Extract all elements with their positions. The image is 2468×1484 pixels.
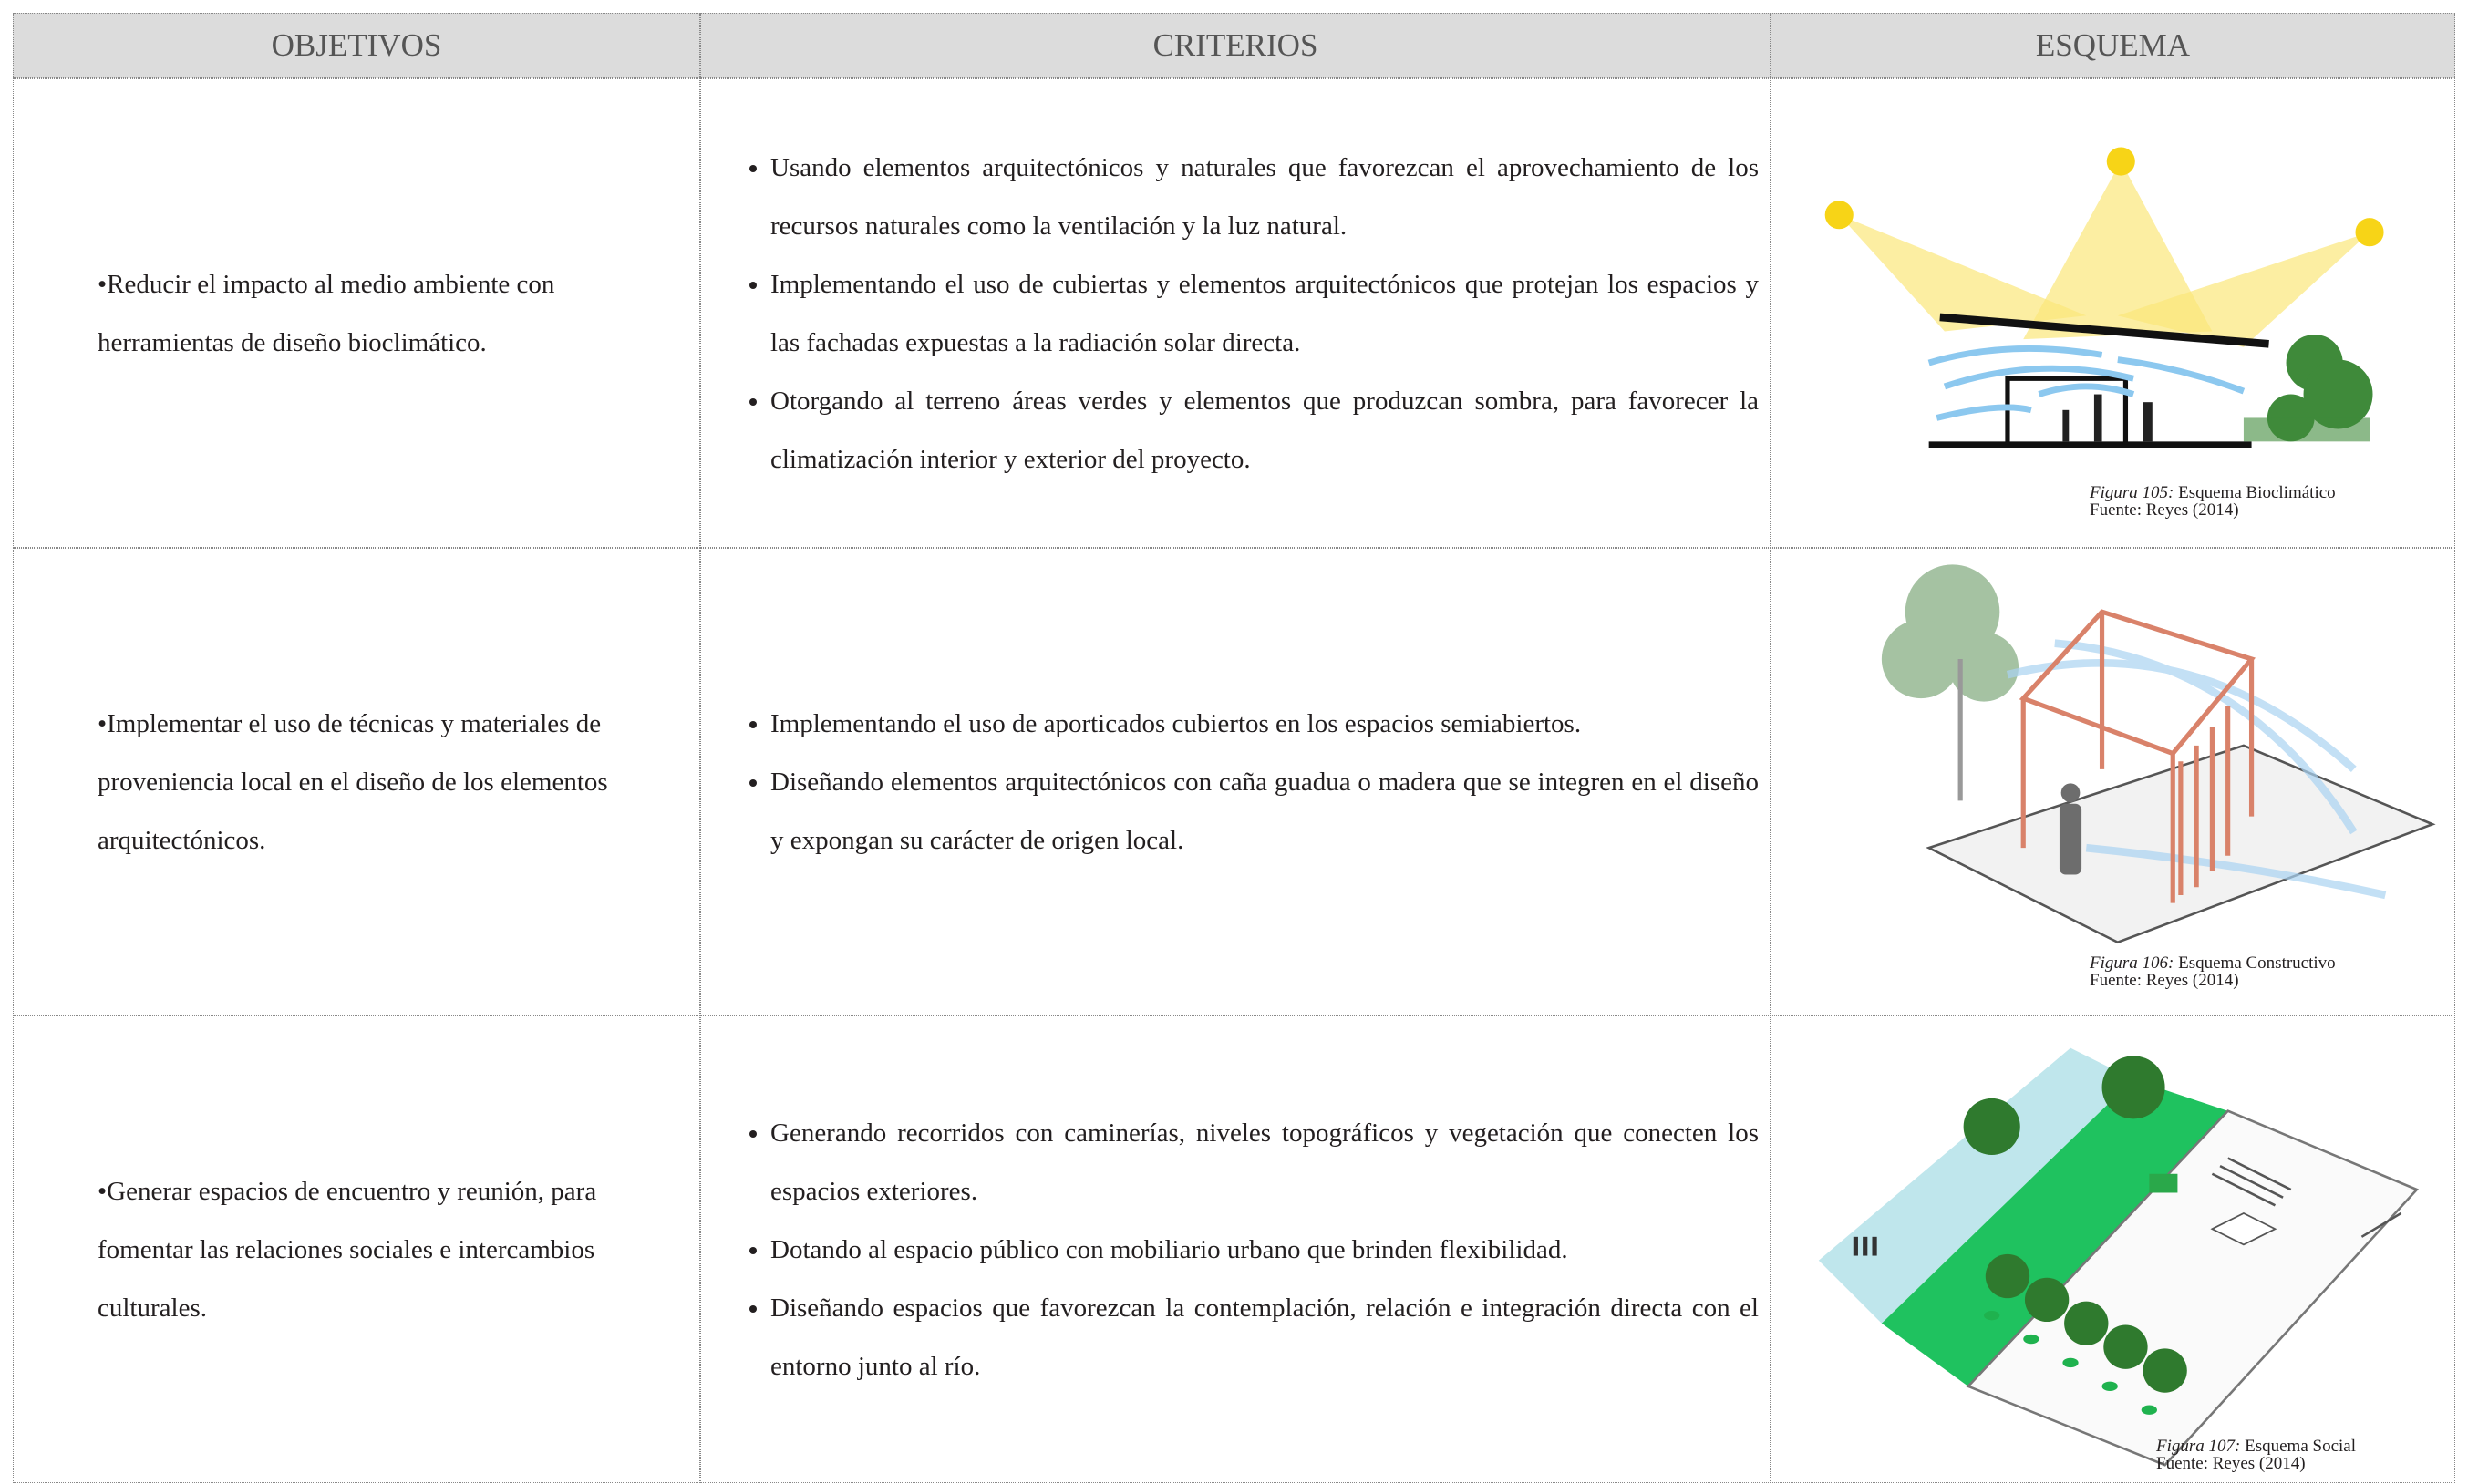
caption-line: Figura 106: Esquema Constructivo <box>2090 954 2336 972</box>
criteria-item: Otorgando al terreno áreas verdes y elem… <box>770 372 1759 489</box>
criteria-list: Usando elementos arquitectónicos y natur… <box>714 139 1759 489</box>
figure-caption: Figura 107: Esquema Social Fuente: Reyes … <box>2156 1438 2356 1472</box>
objective-cell: •Reducir el impacto al medio ambiente co… <box>13 78 700 548</box>
column-header: CRITERIOS <box>700 13 1771 78</box>
figure-source: Fuente: Reyes (2014) <box>2090 971 2239 990</box>
figure-title: Esquema Bioclimático <box>2178 483 2336 502</box>
objective-text: •Generar espacios de encuentro y reunión… <box>98 1176 597 1323</box>
objective-text: •Implementar el uso de técnicas y materi… <box>98 708 608 855</box>
criteria-list: Generando recorridos con caminerías, niv… <box>714 1104 1759 1396</box>
objective-cell: •Generar espacios de encuentro y reunión… <box>13 1015 700 1483</box>
bioclimatic-diagram <box>1824 147 2384 448</box>
figure-label: Figura 107: <box>2156 1437 2241 1456</box>
figure-caption: Figura 106: Esquema Constructivo Fuente: … <box>2090 954 2336 989</box>
criteria-item: Implementando el uso de aporticados cubi… <box>770 695 1759 753</box>
criteria-cell: Usando elementos arquitectónicos y natur… <box>700 78 1771 548</box>
column-header: OBJETIVOS <box>13 13 700 78</box>
figure-label: Figura 106: <box>2090 953 2174 973</box>
criteria-cell: Implementando el uso de aporticados cubi… <box>700 548 1771 1015</box>
figure-cell: Figura 107: Esquema Social Fuente: Reyes … <box>1771 1015 2455 1483</box>
figure-title: Esquema Constructivo <box>2178 953 2336 973</box>
objective-cell: •Implementar el uso de técnicas y materi… <box>13 548 700 1015</box>
criteria-item: Diseñando espacios que favorezcan la con… <box>770 1279 1759 1396</box>
figure-caption: Figura 105: Esquema Bioclimático Fuente: … <box>2090 484 2336 519</box>
caption-line: Figura 107: Esquema Social <box>2156 1438 2356 1455</box>
criteria-cell: Generando recorridos con caminerías, niv… <box>700 1015 1771 1483</box>
social-diagram <box>1818 1047 2420 1467</box>
criteria-item: Generando recorridos con caminerías, niv… <box>770 1104 1759 1221</box>
criteria-item: Usando elementos arquitectónicos y natur… <box>770 139 1759 255</box>
objective-text: •Reducir el impacto al medio ambiente co… <box>98 269 555 357</box>
criteria-item: Implementando el uso de cubiertas y elem… <box>770 255 1759 372</box>
figure-title: Esquema Social <box>2245 1437 2356 1456</box>
figure-cell: Figura 106: Esquema Constructivo Fuente: … <box>1771 548 2455 1015</box>
figure-cell: Figura 105: Esquema Bioclimático Fuente: … <box>1771 78 2455 548</box>
criteria-list: Implementando el uso de aporticados cubi… <box>714 695 1759 870</box>
criteria-item: Dotando al espacio público con mobiliari… <box>770 1221 1759 1279</box>
figure-source: Fuente: Reyes (2014) <box>2090 500 2239 520</box>
criteria-item: Diseñando elementos arquitectónicos con … <box>770 753 1759 870</box>
figure-label: Figura 105: <box>2090 483 2174 502</box>
figure-source: Fuente: Reyes (2014) <box>2156 1454 2306 1473</box>
caption-line: Figura 105: Esquema Bioclimático <box>2090 484 2336 501</box>
construction-diagram <box>1881 564 2436 944</box>
column-header: ESQUEMA <box>1771 13 2455 78</box>
